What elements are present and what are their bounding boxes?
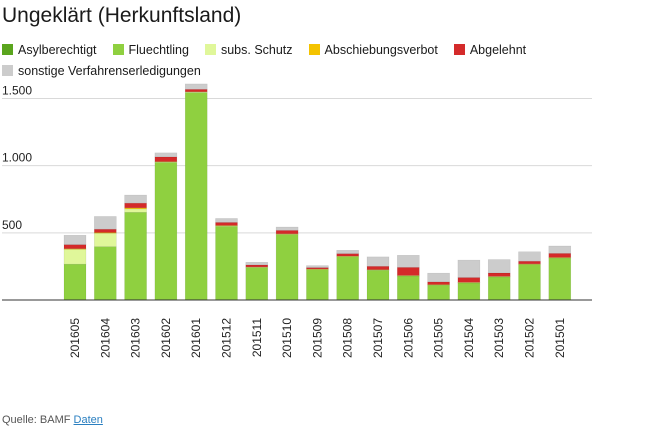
- source-label: Quelle: BAMF: [2, 414, 71, 426]
- legend-swatch: [2, 65, 13, 76]
- bar-segment-sonstige-verfahrenserledigungen-201605[interactable]: [63, 234, 87, 245]
- bar-segment-abgelehnt-201506[interactable]: [397, 267, 420, 276]
- x-tick-label: 201501: [553, 318, 567, 358]
- bar-segment-sonstige-verfahrenserledigungen-201505[interactable]: [427, 272, 450, 283]
- legend-label: sonstige Verfahrenserledigungen: [18, 64, 201, 78]
- bar-segment-sonstige-verfahrenserledigungen-201504[interactable]: [457, 259, 481, 278]
- bar-segment-sonstige-verfahrenserledigungen-201501[interactable]: [548, 245, 572, 254]
- bar-segment-fluechtling-201506[interactable]: [397, 275, 420, 301]
- x-tick-label: 201511: [250, 318, 264, 357]
- legend-item[interactable]: Abgelehnt: [453, 40, 527, 61]
- bar-segment-fluechtling-201502[interactable]: [518, 264, 541, 300]
- legend-swatch: [453, 44, 465, 55]
- bar-segment-abgelehnt-201504[interactable]: [457, 277, 481, 283]
- legend-item[interactable]: Abschiebungsverbot: [308, 40, 438, 61]
- legend-item[interactable]: Asylberechtigt: [2, 40, 97, 61]
- bar-segment-sonstige-verfahrenserledigungen-201602[interactable]: [154, 152, 178, 158]
- bar-segment-sonstige-verfahrenserledigungen-201512[interactable]: [215, 218, 238, 223]
- bar-segment-subs-schutz-201604[interactable]: [94, 232, 117, 247]
- bar-segment-fluechtling-201504[interactable]: [457, 282, 481, 300]
- bar-segment-sonstige-verfahrenserledigungen-201603[interactable]: [124, 194, 147, 204]
- bar-segment-subs-schutz-201605[interactable]: [63, 249, 87, 265]
- bar-segment-sonstige-verfahrenserledigungen-201503[interactable]: [487, 259, 511, 274]
- x-tick-label: 201504: [462, 318, 476, 358]
- x-tick-label: 201503: [492, 318, 506, 358]
- x-tick-label: 201508: [341, 318, 355, 358]
- bar-segment-fluechtling-201604[interactable]: [94, 246, 117, 300]
- bar-segment-fluechtling-201507[interactable]: [366, 269, 390, 300]
- legend-label: subs. Schutz: [220, 43, 293, 57]
- bar-segment-abgelehnt-201511[interactable]: [245, 264, 269, 268]
- bar-segment-abgelehnt-201507[interactable]: [366, 266, 390, 270]
- bar-segment-fluechtling-201503[interactable]: [487, 276, 511, 300]
- source-data-link[interactable]: Daten: [73, 414, 103, 426]
- legend-label: Fluechtling: [128, 43, 189, 57]
- bar-segment-fluechtling-201602[interactable]: [154, 162, 178, 300]
- bar-segment-fluechtling-201501[interactable]: [548, 257, 572, 300]
- bar-segment-subs-schutz-201603[interactable]: [124, 208, 147, 213]
- y-tick-label: 1.500: [2, 83, 32, 97]
- x-tick-label: 201505: [432, 318, 446, 358]
- legend-swatch: [2, 44, 13, 55]
- legend-item[interactable]: subs. Schutz: [204, 40, 293, 61]
- bar-segment-fluechtling-201510[interactable]: [275, 234, 299, 300]
- legend-item[interactable]: sonstige Verfahrenserledigungen: [2, 61, 201, 82]
- legend-label: Abschiebungsverbot: [324, 43, 438, 57]
- bar-segment-abgelehnt-201508[interactable]: [336, 253, 359, 257]
- x-tick-label: 201512: [220, 318, 234, 358]
- bar-segment-sonstige-verfahrenserledigungen-201508[interactable]: [336, 250, 359, 254]
- bar-segment-fluechtling-201601[interactable]: [184, 92, 208, 300]
- x-tick-label: 201510: [280, 318, 294, 358]
- bar-segment-abgelehnt-201603[interactable]: [124, 202, 147, 209]
- x-tick-label: 201602: [159, 318, 173, 358]
- bar-segment-abgelehnt-201601[interactable]: [184, 89, 208, 92]
- bar-segment-sonstige-verfahrenserledigungen-201604[interactable]: [94, 216, 117, 230]
- bar-segment-abgelehnt-201502[interactable]: [518, 260, 541, 265]
- y-tick-label: 500: [2, 218, 22, 232]
- bar-segment-fluechtling-201603[interactable]: [124, 212, 147, 300]
- bar-segment-abgelehnt-201604[interactable]: [94, 228, 117, 233]
- x-tick-label: 201604: [98, 318, 112, 358]
- bar-segment-sonstige-verfahrenserledigungen-201511[interactable]: [245, 261, 269, 266]
- bar-segment-abgelehnt-201501[interactable]: [548, 253, 572, 258]
- bar-segment-sonstige-verfahrenserledigungen-201509[interactable]: [306, 265, 329, 268]
- bar-segment-abgelehnt-201505[interactable]: [427, 281, 450, 285]
- source-note: Quelle: BAMF Daten: [2, 414, 103, 426]
- legend-swatch: [112, 44, 124, 55]
- bar-segment-fluechtling-201512[interactable]: [215, 226, 238, 300]
- bar-segment-fluechtling-201511[interactable]: [245, 267, 269, 301]
- bar-segment-sonstige-verfahrenserledigungen-201507[interactable]: [366, 256, 390, 267]
- bar-segment-abgelehnt-201602[interactable]: [154, 156, 178, 162]
- legend-swatch: [204, 44, 216, 55]
- bar-segment-sonstige-verfahrenserledigungen-201601[interactable]: [184, 83, 208, 90]
- x-tick-label: 201507: [371, 318, 385, 358]
- bar-segment-sonstige-verfahrenserledigungen-201510[interactable]: [275, 226, 299, 231]
- x-tick-label: 201605: [68, 318, 82, 358]
- bar-segment-fluechtling-201505[interactable]: [427, 284, 450, 301]
- legend-label: Abgelehnt: [469, 43, 527, 57]
- bar-segment-fluechtling-201509[interactable]: [306, 269, 329, 301]
- x-tick-label: 201506: [401, 318, 415, 358]
- legend-swatch: [308, 44, 320, 55]
- bar-segment-sonstige-verfahrenserledigungen-201506[interactable]: [397, 255, 420, 268]
- bar-segment-abgelehnt-201503[interactable]: [487, 272, 511, 277]
- bar-segment-fluechtling-201508[interactable]: [336, 256, 359, 300]
- page-title: Ungeklärt (Herkunftsland): [2, 4, 242, 27]
- bar-segment-abgelehnt-201605[interactable]: [63, 244, 87, 249]
- x-tick-label: 201509: [310, 318, 324, 358]
- chart-legend: Asylberechtigt Fluechtling subs. Schutz Abs…: [2, 40, 642, 82]
- bar-segment-fluechtling-201605[interactable]: [63, 263, 87, 300]
- x-tick-label: 201601: [189, 318, 203, 358]
- x-tick-label: 201502: [523, 318, 537, 358]
- bar-segment-abgelehnt-201510[interactable]: [275, 230, 299, 235]
- legend-item[interactable]: Fluechtling: [112, 40, 189, 61]
- bar-segment-sonstige-verfahrenserledigungen-201502[interactable]: [518, 251, 541, 262]
- x-tick-label: 201603: [129, 318, 143, 358]
- legend-label: Asylberechtigt: [18, 43, 97, 57]
- y-tick-label: 1.000: [2, 151, 32, 165]
- bar-segment-abgelehnt-201512[interactable]: [215, 222, 238, 226]
